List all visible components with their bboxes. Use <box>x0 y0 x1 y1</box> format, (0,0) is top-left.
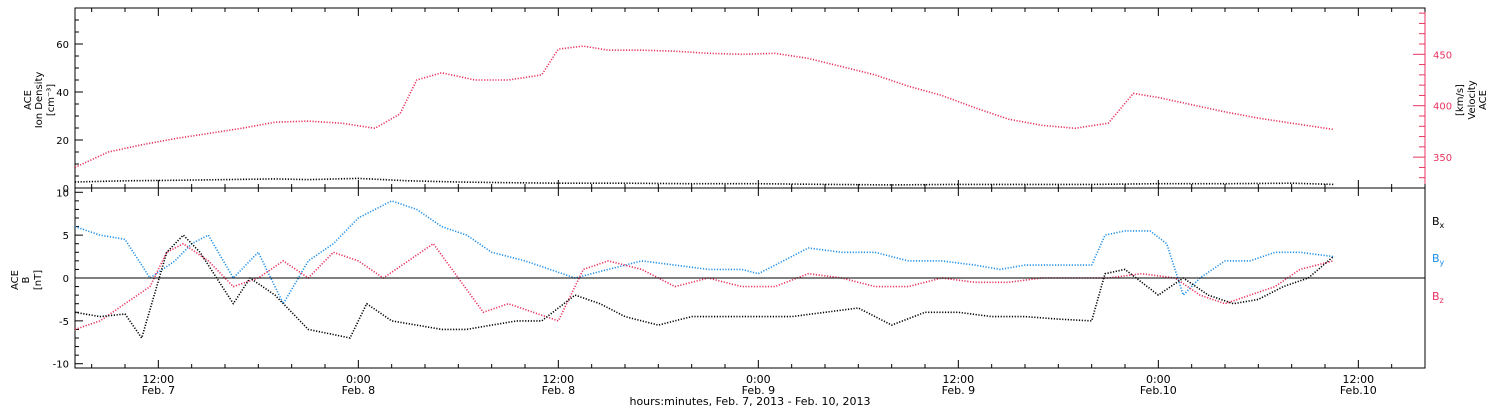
top-panel: 0 20 40 60 350 400 450 ACE Ion Density [cm⁻³]… <box>23 7 1489 195</box>
velocity-axis-label-line-2: Velocity <box>1467 80 1478 119</box>
field-tick-label: -10 <box>53 360 69 371</box>
velocity-axis-label-line-1: ACE <box>1478 90 1489 110</box>
velocity-tick-label: 450 <box>1433 50 1452 61</box>
legend-bx: Bx <box>1432 215 1445 230</box>
density-axis-label-line-2: Ion Density <box>34 72 45 129</box>
density-tick-label: 0 <box>63 184 69 195</box>
field-tick-label: 10 <box>56 188 69 199</box>
time-axis-title: hours:minutes, Feb. 7, 2013 - Feb. 10, 2… <box>629 395 870 408</box>
top-panel-series <box>74 45 1334 186</box>
density-tick-label: 40 <box>56 88 69 99</box>
velocity-tick-label: 400 <box>1433 102 1452 113</box>
density-axis-label-line-3: [cm⁻³] <box>46 84 57 116</box>
time-tick-label: 12:00 <box>542 373 574 386</box>
legend: Bx By Bz <box>1432 215 1445 305</box>
density-tick-label: 20 <box>56 136 69 147</box>
top-panel-frame <box>74 7 1426 189</box>
time-tick-label: 0:00 <box>1146 373 1171 386</box>
velocity-axis-label-line-3: [km/s] <box>1455 84 1466 116</box>
velocity-tick-label: 350 <box>1433 153 1452 164</box>
field-tick-label: 5 <box>63 231 69 242</box>
density-tick-label: 60 <box>56 40 69 51</box>
field-axis-label-line-1: ACE <box>10 270 21 290</box>
date-tick-label: Feb. 8 <box>542 384 575 397</box>
date-tick-label: Feb. 8 <box>342 384 375 397</box>
legend-bz: Bz <box>1432 290 1444 305</box>
date-tick-label: Feb.10 <box>1340 384 1377 397</box>
bx-series <box>74 234 1334 339</box>
date-tick-label: Feb. 9 <box>742 384 775 397</box>
bottom-panel: -10 -5 0 5 10 ACE B [nT] Bx By Bz <box>10 187 1445 371</box>
time-tick-label: 0:00 <box>346 373 371 386</box>
field-tick-label: -5 <box>59 317 69 328</box>
time-tick-label: 12:00 <box>1342 373 1374 386</box>
velocity-series <box>74 45 1334 169</box>
velocity-axis: 350 400 450 <box>1413 8 1452 188</box>
field-axis: -10 -5 0 5 10 <box>53 188 83 371</box>
density-axis-label-line-1: ACE <box>23 90 34 110</box>
date-tick-label: Feb. 7 <box>142 384 175 397</box>
legend-by: By <box>1432 252 1445 267</box>
field-tick-label: 0 <box>63 274 69 285</box>
field-axis-label-line-3: [nT] <box>33 270 44 290</box>
time-tick-label: 12:00 <box>942 373 974 386</box>
density-series <box>74 177 1334 186</box>
density-axis: 0 20 40 60 <box>56 19 83 195</box>
date-tick-label: Feb. 9 <box>942 384 975 397</box>
field-axis-label-line-2: B <box>21 276 32 283</box>
bottom-panel-series <box>74 200 1334 339</box>
time-tick-label: 0:00 <box>746 373 771 386</box>
by-series <box>74 200 1334 305</box>
time-tick-label: 12:00 <box>142 373 174 386</box>
date-tick-label: Feb.10 <box>1140 384 1177 397</box>
